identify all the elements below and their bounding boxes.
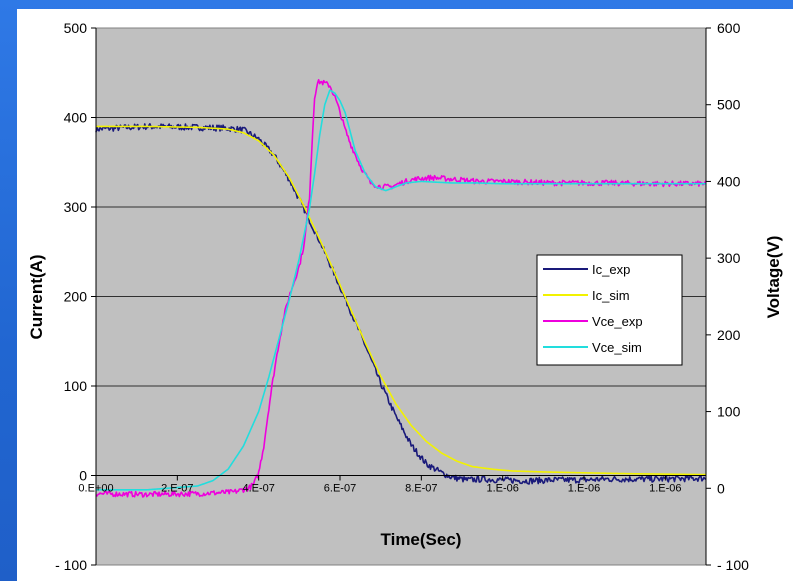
left-tick-label: 400 — [64, 110, 88, 126]
right-tick-label: 300 — [717, 250, 741, 266]
y2-axis-title: Voltage(V) — [764, 236, 783, 319]
x-tick-label: 1.E-06 — [486, 483, 518, 495]
series-line-vce-exp — [95, 78, 707, 498]
left-tick-label: 500 — [64, 20, 88, 36]
left-tick-label: - 100 — [55, 557, 87, 573]
right-tick-label: 100 — [717, 404, 741, 420]
right-tick-label: 600 — [717, 20, 741, 36]
x-tick-label: 4.E-07 — [242, 483, 274, 495]
left-tick-label: 0 — [79, 468, 87, 484]
left-tick-label: 300 — [64, 199, 88, 215]
x-tick-label: 2.E-07 — [161, 483, 193, 495]
right-tick-label: - 100 — [717, 557, 749, 573]
series-layer — [95, 78, 707, 498]
legend: Ic_exp Ic_sim Vce_exp Vce_sim — [536, 254, 683, 366]
series-line-ic-exp — [95, 123, 707, 485]
x-tick-label: 1.E-06 — [568, 483, 600, 495]
right-tick-label: 500 — [717, 97, 741, 113]
x-axis-ticks: 0.E+00 2.E-07 4.E-07 6.E-07 8.E-07 1.E-06 1.E-… — [78, 475, 682, 495]
y-axis-title: Current(A) — [27, 255, 46, 340]
legend-label: Vce_exp — [592, 314, 643, 329]
x-tick-label: 1.E-06 — [649, 483, 681, 495]
x-tick-label: 8.E-07 — [405, 483, 437, 495]
right-tick-label: 400 — [717, 173, 741, 189]
series-line-vce-sim — [96, 89, 706, 491]
right-axis-ticks: - 100 0 100 200 300 400 500 600 — [706, 20, 749, 573]
left-tick-label: 100 — [64, 378, 88, 394]
left-tick-label: 200 — [64, 289, 88, 305]
legend-label: Ic_exp — [592, 262, 630, 277]
x-axis-title: Time(Sec) — [381, 530, 462, 549]
right-tick-label: 0 — [717, 480, 725, 496]
x-tick-label: 6.E-07 — [324, 483, 356, 495]
legend-label: Vce_sim — [592, 340, 642, 355]
left-axis-ticks: - 100 0 100 200 300 400 500 — [55, 20, 96, 573]
series-line-ic-sim — [96, 125, 707, 476]
x-tick-label: 0.E+00 — [78, 483, 113, 495]
legend-label: Ic_sim — [592, 288, 630, 303]
right-tick-label: 200 — [717, 327, 741, 343]
